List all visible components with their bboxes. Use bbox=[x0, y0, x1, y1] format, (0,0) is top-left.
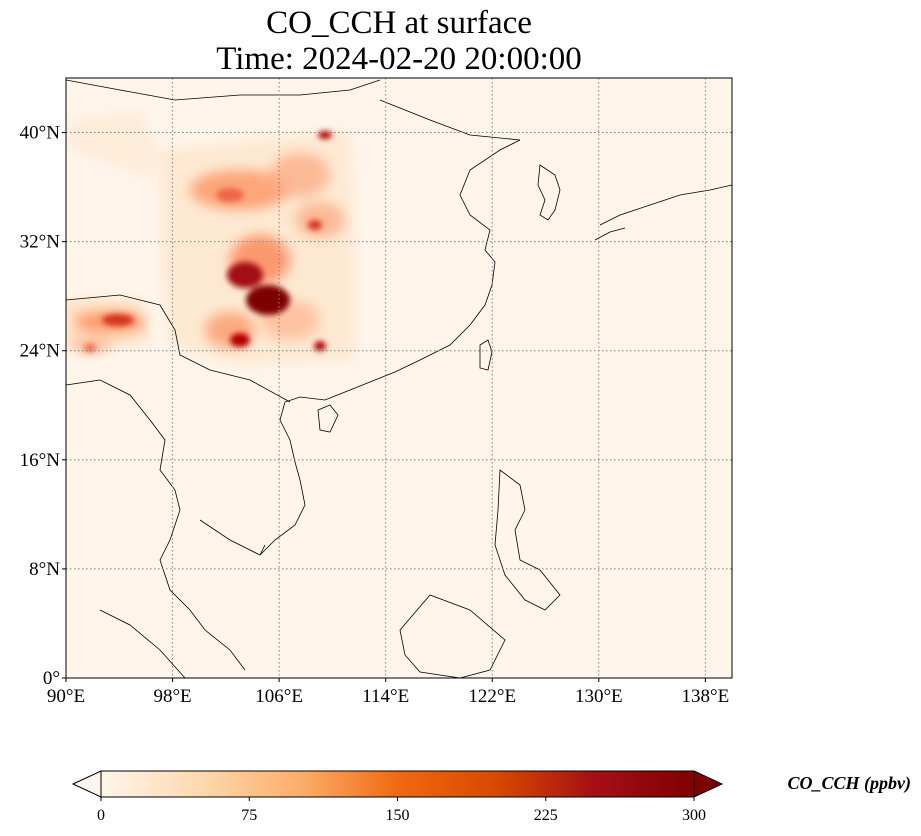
lon-tick-label: 106°E bbox=[255, 686, 303, 707]
colorbar-extend-min bbox=[71, 770, 102, 798]
lat-tick-label: 32°N bbox=[20, 232, 61, 253]
lon-tick-label: 98°E bbox=[153, 686, 191, 707]
lat-tick-label: 16°N bbox=[20, 450, 61, 471]
colorbar-ticks: 0 75 150 225 300 bbox=[97, 797, 706, 824]
colorbar-tick-label: 0 bbox=[97, 807, 105, 824]
graticule bbox=[66, 78, 732, 678]
coastlines bbox=[66, 79, 732, 678]
latitude-axis: 0° 8°N 16°N 24°N 32°N 40°N bbox=[20, 123, 66, 689]
lon-tick-label: 122°E bbox=[468, 686, 516, 707]
lon-tick-label: 138°E bbox=[682, 686, 730, 707]
colorbar-gradient bbox=[100, 770, 695, 798]
lon-tick-label: 90°E bbox=[47, 686, 85, 707]
colorbar-tick-label: 300 bbox=[682, 807, 706, 824]
map-subtitle-time: Time: 2024-02-20 20:00:00 bbox=[216, 41, 582, 77]
colorbar-extend-max bbox=[693, 770, 724, 798]
map-title: CO_CCH at surface bbox=[266, 5, 532, 41]
map-panel: 90°E 98°E 106°E 114°E 122°E 130°E 138°E 0° 8°N 1… bbox=[20, 77, 733, 707]
concentration-field bbox=[66, 110, 355, 365]
lat-tick-label: 0° bbox=[43, 668, 60, 689]
colorbar-tick-label: 150 bbox=[386, 807, 410, 824]
lon-tick-label: 114°E bbox=[362, 686, 409, 707]
colorbar-tick-label: 75 bbox=[241, 807, 257, 824]
colorbar: 0 75 150 225 300 CO_CCH (ppbv) bbox=[71, 770, 912, 824]
map-border bbox=[65, 77, 733, 679]
lat-tick-label: 24°N bbox=[20, 341, 61, 362]
colorbar-tick-label: 225 bbox=[534, 807, 558, 824]
lat-tick-label: 40°N bbox=[20, 123, 61, 144]
lat-tick-label: 8°N bbox=[29, 559, 60, 580]
longitude-axis: 90°E 98°E 106°E 114°E 122°E 130°E 138°E bbox=[47, 678, 729, 707]
colorbar-label: CO_CCH (ppbv) bbox=[788, 773, 912, 794]
lon-tick-label: 130°E bbox=[575, 686, 623, 707]
